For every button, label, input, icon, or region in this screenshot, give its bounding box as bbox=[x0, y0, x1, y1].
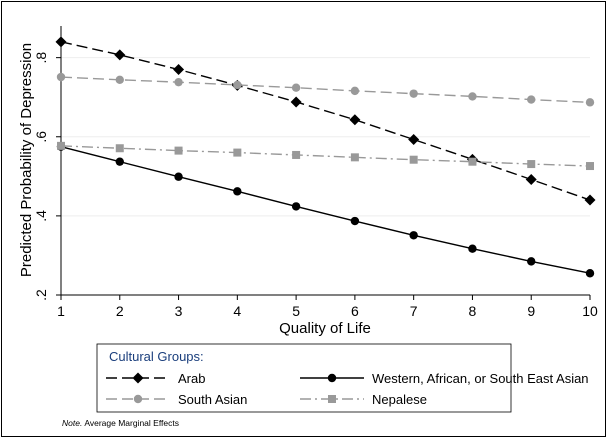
data-point bbox=[586, 162, 594, 171]
x-tick-label: 2 bbox=[116, 303, 124, 319]
series-0 bbox=[55, 36, 596, 206]
series-line bbox=[60, 145, 591, 167]
x-axis-title: Quality of Life bbox=[279, 320, 371, 337]
data-point bbox=[174, 77, 183, 87]
legend-title: Cultural Groups: bbox=[109, 349, 204, 364]
data-point bbox=[233, 148, 242, 157]
data-point bbox=[350, 216, 360, 226]
legend-label: Nepalese bbox=[372, 392, 427, 407]
legend-swatch-marker bbox=[327, 373, 337, 383]
data-point bbox=[115, 144, 124, 153]
legend-swatch-marker bbox=[133, 394, 143, 404]
data-point bbox=[527, 257, 536, 266]
data-point bbox=[525, 173, 537, 185]
note-text: Average Marginal Effects bbox=[84, 418, 179, 428]
x-tick-label: 3 bbox=[175, 303, 183, 319]
data-point bbox=[408, 134, 420, 146]
legend-items: Arab Western, African, or South East Asia… bbox=[106, 371, 589, 407]
note-prefix: Note. bbox=[62, 418, 82, 428]
legend-label: South Asian bbox=[178, 392, 247, 407]
data-point bbox=[350, 153, 359, 162]
x-tick-label: 5 bbox=[292, 303, 300, 319]
x-tick-label: 6 bbox=[351, 303, 359, 319]
data-point bbox=[468, 157, 477, 166]
data-point bbox=[349, 114, 361, 126]
y-tick-label: .2 bbox=[33, 289, 49, 301]
data-point bbox=[115, 75, 124, 85]
x-tick-label: 8 bbox=[469, 303, 477, 319]
data-point bbox=[585, 98, 595, 107]
grid-lines bbox=[61, 57, 590, 217]
legend: Cultural Groups: Arab Western, African, o… bbox=[96, 343, 589, 413]
series bbox=[55, 36, 596, 278]
data-point bbox=[350, 86, 360, 96]
series-3 bbox=[57, 141, 594, 171]
series-1 bbox=[56, 142, 595, 278]
data-point bbox=[173, 64, 185, 76]
data-point bbox=[585, 269, 595, 278]
data-point bbox=[291, 83, 301, 92]
legend-label: Arab bbox=[178, 371, 205, 386]
ticks: .2 .4 .6 .8 1 2 3 4 5 6 7 8 9 10 bbox=[33, 52, 598, 319]
data-point bbox=[584, 194, 596, 206]
series-2 bbox=[56, 72, 595, 107]
y-axis-title: Predicted Probability of Depression bbox=[18, 43, 35, 277]
data-point bbox=[55, 36, 67, 48]
series-line bbox=[60, 41, 591, 201]
legend-item: Arab bbox=[106, 371, 205, 386]
data-point bbox=[56, 72, 66, 82]
figure-note: Note. Average Marginal Effects bbox=[62, 418, 179, 428]
series-line bbox=[60, 145, 591, 274]
y-tick-label: .8 bbox=[33, 52, 49, 64]
data-point bbox=[174, 172, 183, 181]
data-point bbox=[409, 155, 418, 164]
data-point bbox=[290, 96, 302, 108]
legend-label: Western, African, or South East Asian bbox=[372, 371, 589, 386]
data-point bbox=[233, 187, 242, 196]
data-point bbox=[409, 89, 418, 98]
data-point bbox=[409, 231, 418, 240]
x-tick-label: 7 bbox=[410, 303, 418, 319]
legend-item: Western, African, or South East Asian bbox=[300, 371, 589, 386]
y-tick-label: .6 bbox=[33, 131, 49, 143]
data-point bbox=[468, 92, 477, 101]
legend-item: Nepalese bbox=[300, 392, 427, 407]
data-point bbox=[527, 160, 536, 169]
x-tick-label: 9 bbox=[527, 303, 535, 319]
data-point bbox=[174, 146, 183, 155]
data-point bbox=[57, 141, 65, 150]
legend-swatch-marker bbox=[328, 395, 336, 403]
x-tick-label: 1 bbox=[57, 303, 65, 319]
x-tick-label: 10 bbox=[582, 303, 598, 319]
data-point bbox=[233, 80, 242, 90]
legend-swatch-marker bbox=[132, 372, 144, 384]
data-point bbox=[468, 244, 477, 253]
series-line bbox=[60, 76, 591, 104]
data-point bbox=[527, 95, 536, 104]
legend-item: South Asian bbox=[106, 392, 247, 407]
data-point bbox=[114, 49, 126, 61]
data-point bbox=[291, 202, 301, 211]
data-point bbox=[292, 150, 301, 159]
y-tick-label: .4 bbox=[33, 210, 49, 222]
x-tick-label: 4 bbox=[233, 303, 241, 319]
data-point bbox=[115, 157, 124, 166]
axes bbox=[60, 26, 590, 296]
